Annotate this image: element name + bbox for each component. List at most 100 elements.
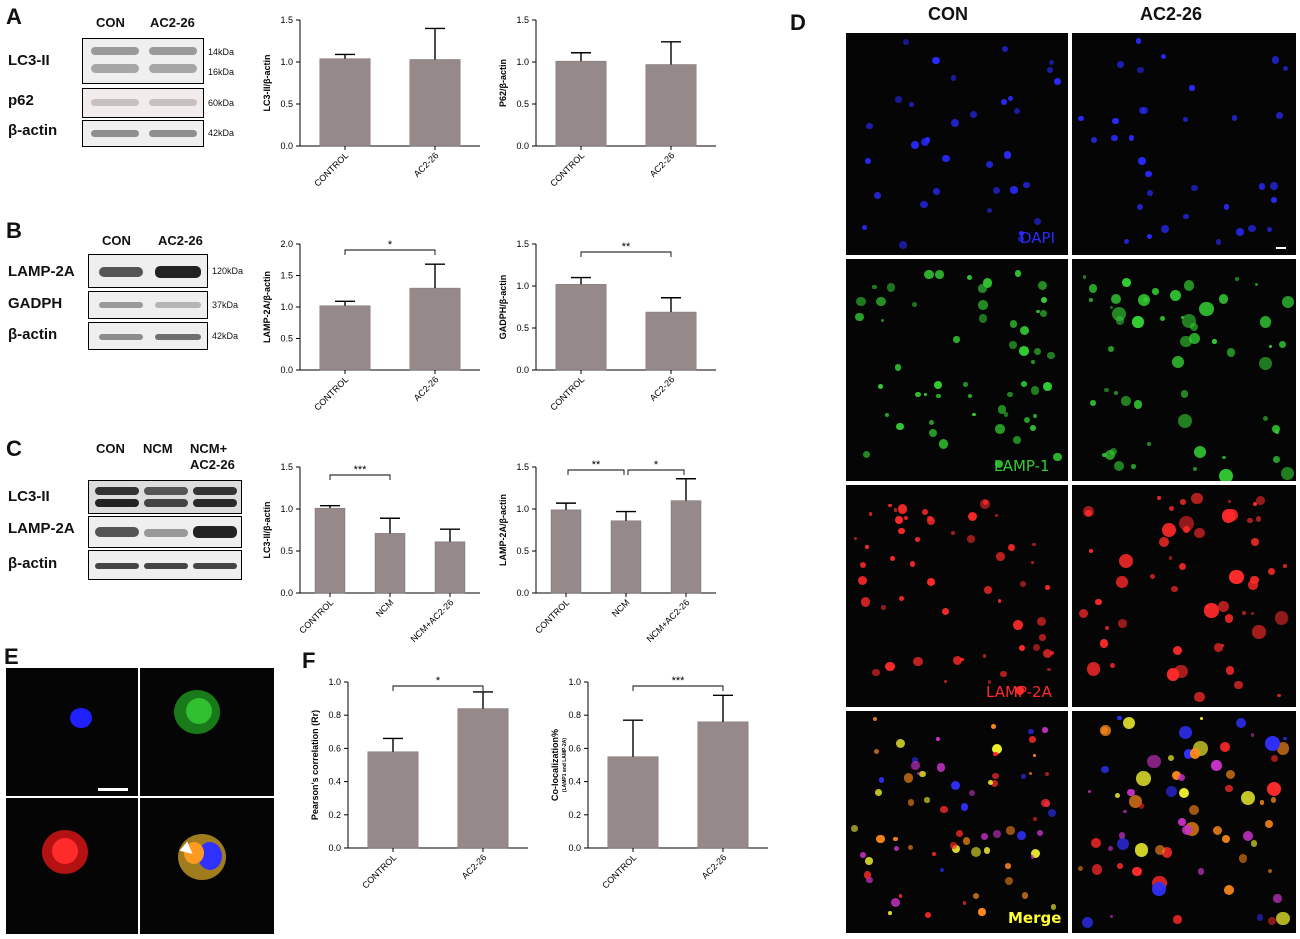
kda-b-37: 37kDa [212, 300, 239, 310]
cell-punctum [1014, 270, 1022, 277]
cell-punctum [1221, 644, 1225, 648]
micrograph-lamp2a-ac226 [1072, 485, 1296, 707]
cell-punctum [1049, 650, 1054, 656]
y-tick-label: 0.0 [516, 365, 529, 375]
cell-punctum [1007, 95, 1013, 101]
cell-punctum [1171, 586, 1178, 593]
cell-punctum [1267, 869, 1272, 874]
y-tick-label: 0.2 [568, 810, 581, 820]
micro-label-merge: Merge [1008, 909, 1062, 927]
cell-punctum [950, 531, 955, 536]
significance-label: * [388, 239, 393, 251]
cell-punctum [1132, 316, 1144, 328]
cell-punctum [1090, 400, 1096, 407]
cell-punctum [1102, 452, 1107, 458]
y-tick-label: 0.6 [328, 743, 341, 753]
cell-punctum [926, 517, 935, 526]
x-tick-label: CONTROL [312, 374, 350, 412]
cell-punctum [951, 119, 960, 128]
x-tick-label: AC2-26 [460, 852, 489, 881]
cell-punctum [995, 460, 1004, 469]
cell-punctum [1031, 848, 1041, 858]
cell-punctum [1270, 196, 1277, 204]
cell-punctum [1226, 348, 1236, 358]
cell-punctum [1182, 116, 1188, 122]
y-axis-label: GADPH/β-actin [498, 275, 508, 340]
cell-punctum [1269, 344, 1273, 348]
cell-punctum [935, 393, 941, 399]
cell-punctum [1101, 766, 1109, 774]
cell-punctum [1039, 310, 1047, 317]
y-tick-label: 0.0 [328, 843, 341, 853]
cell-punctum [963, 382, 968, 387]
cell-punctum [1188, 805, 1200, 816]
cell-punctum [962, 837, 971, 846]
cell-punctum [915, 392, 921, 398]
y-tick-label: 0.5 [516, 323, 529, 333]
cell-punctum [1123, 716, 1136, 729]
cell-punctum [1281, 296, 1295, 309]
cell-punctum [860, 852, 866, 859]
chart-b-lamp2a: 0.0 0.5 1.0 1.5 2.0 LAMP-2A/β-actin CONTROL AC2… [262, 239, 480, 413]
cell-punctum [864, 157, 871, 164]
cell-punctum [1136, 66, 1144, 74]
cell-punctum [1010, 186, 1018, 194]
significance-bracket [627, 469, 685, 475]
cell-punctum [895, 96, 902, 103]
cell-punctum [1157, 496, 1161, 500]
x-tick-label: CONTROL [600, 852, 638, 890]
cell-punctum [1047, 808, 1057, 817]
cell-punctum [928, 429, 937, 438]
cell-punctum [1225, 666, 1234, 675]
cell-punctum [1136, 203, 1143, 210]
cell-punctum [1018, 236, 1024, 242]
cell-punctum [1275, 111, 1284, 119]
cell-punctum [907, 799, 914, 806]
cell-punctum [1278, 340, 1287, 349]
cell-punctum [1021, 381, 1028, 388]
cell-punctum [886, 283, 896, 292]
cell-punctum [1161, 225, 1170, 233]
cell-punctum [1182, 824, 1193, 835]
cell-punctum [875, 834, 885, 844]
cell-punctum [1274, 611, 1288, 625]
cell-punctum [1250, 733, 1255, 737]
blot-a-row-lc3: LC3-II [8, 52, 50, 69]
bar [645, 311, 697, 371]
blot-c-lc3-strip [88, 480, 242, 514]
cell-punctum [1264, 819, 1274, 828]
cell-punctum [865, 545, 869, 549]
cell-punctum [1033, 218, 1041, 226]
cell-punctum [1283, 65, 1289, 71]
cell-punctum [937, 763, 946, 772]
x-tick-label: CONTROL [297, 597, 335, 635]
cell-punctum [1258, 357, 1272, 371]
y-tick-label: 0.0 [516, 141, 529, 151]
cell-punctum [1117, 715, 1122, 721]
cell-punctum [898, 240, 907, 249]
cell-punctum [1119, 832, 1126, 839]
cell-punctum [1229, 569, 1244, 584]
y-tick-label: 0.5 [280, 546, 293, 556]
cell-punctum [967, 512, 977, 522]
cell-punctum [1036, 617, 1046, 627]
y-tick-label: 1.0 [516, 57, 529, 67]
cell-punctum [1154, 844, 1165, 855]
cell-punctum [858, 575, 868, 586]
blot-c-actin-strip [88, 550, 242, 580]
cell-punctum [1037, 281, 1047, 291]
y-tick-label: 1.5 [280, 462, 293, 472]
cell-punctum [1250, 840, 1258, 847]
significance-bracket [344, 249, 436, 255]
blot-a-actin-strip [82, 120, 204, 147]
blot-a-col-ac226: AC2-26 [150, 15, 195, 30]
x-tick-label: CONTROL [548, 374, 586, 412]
cell-punctum [1178, 725, 1192, 739]
cell-punctum [1189, 748, 1201, 759]
cell-punctum [1178, 413, 1193, 428]
cell-punctum [932, 852, 937, 857]
y-tick-label: 1.0 [328, 677, 341, 687]
cell-punctum [894, 364, 902, 372]
cell-punctum [1104, 625, 1110, 631]
cell-punctum [1099, 638, 1109, 648]
